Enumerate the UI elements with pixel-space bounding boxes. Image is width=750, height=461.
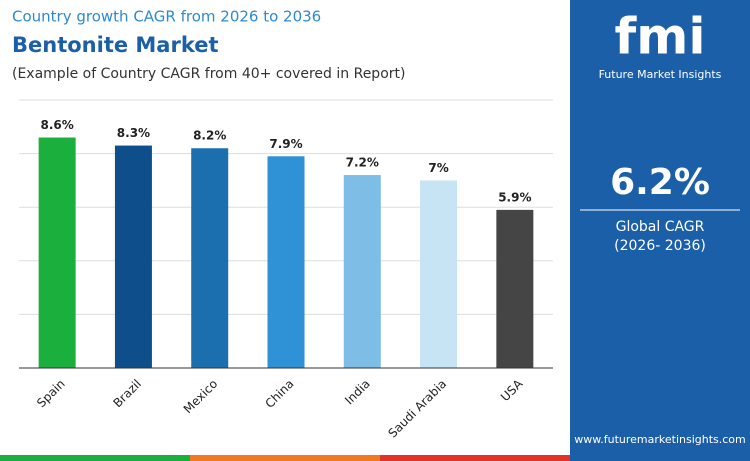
value-label: 8.2% xyxy=(193,129,226,143)
value-label: 8.3% xyxy=(117,126,150,140)
website: www.futuremarketinsights.com xyxy=(574,433,746,446)
chart-subtitle: (Example of Country CAGR from 40+ covere… xyxy=(12,66,405,82)
bar xyxy=(38,137,76,368)
value-label: 5.9% xyxy=(498,190,531,204)
bar xyxy=(114,145,152,368)
bar xyxy=(420,180,458,368)
brand-name: Future Market Insights xyxy=(599,68,722,81)
stripe xyxy=(380,455,570,461)
value-label: 7.9% xyxy=(269,137,302,151)
bar xyxy=(496,209,534,368)
value-label: 7% xyxy=(428,161,448,175)
bar xyxy=(267,156,305,368)
bar xyxy=(191,148,229,368)
bar xyxy=(343,175,381,368)
stripe xyxy=(0,455,190,461)
stripe xyxy=(190,455,380,461)
value-label: 7.2% xyxy=(346,156,379,170)
cagr-period: (2026- 2036) xyxy=(614,238,706,254)
brand-logo: fmi xyxy=(615,8,706,66)
kicker: Country growth CAGR from 2026 to 2036 xyxy=(12,8,321,26)
side-panel xyxy=(570,0,750,455)
cagr-value: 6.2% xyxy=(610,162,710,203)
cagr-label: Global CAGR xyxy=(616,219,705,235)
value-label: 8.6% xyxy=(41,118,74,132)
stripe xyxy=(570,455,750,461)
chart-title: Bentonite Market xyxy=(12,33,219,57)
